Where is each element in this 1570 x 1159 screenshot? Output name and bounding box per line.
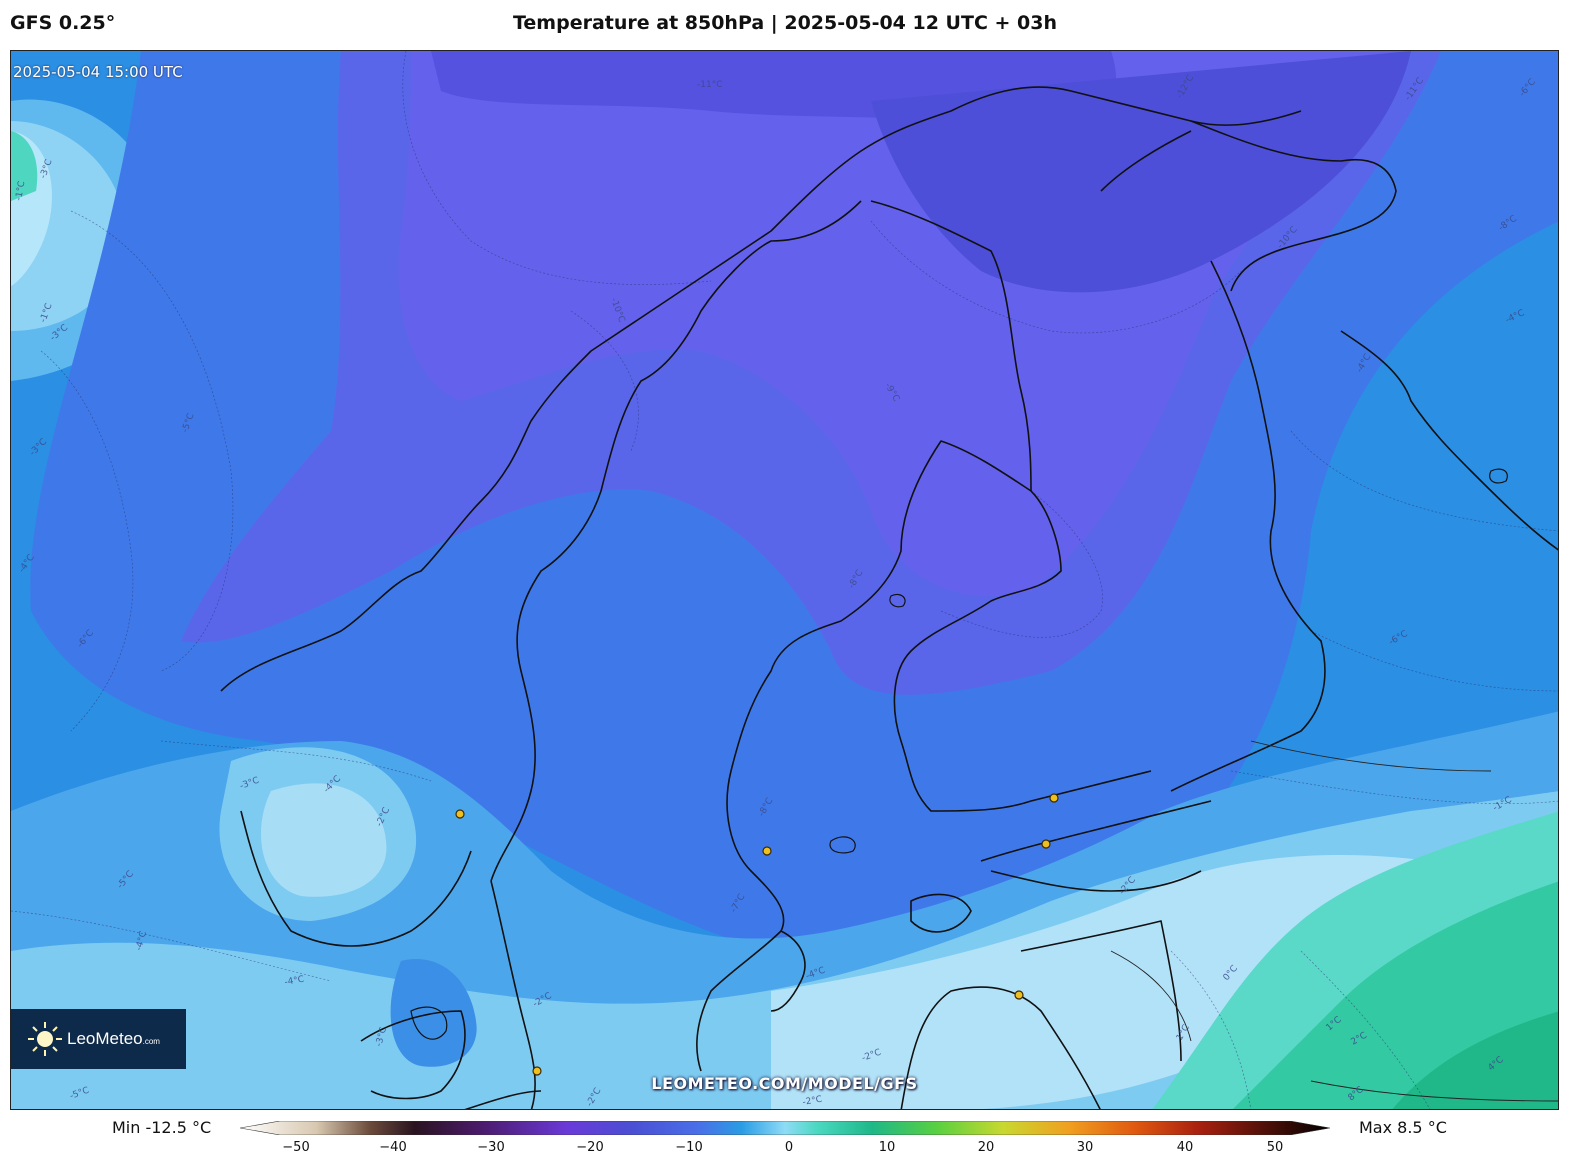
colorbar-gradient (240, 1121, 1330, 1135)
lakes (410, 468, 1508, 1040)
colorbar-tick: 50 (1266, 1140, 1284, 1155)
model-label: GFS 0.25° (10, 12, 116, 34)
isotherms (11, 51, 1558, 1109)
field-norway-warmer (261, 783, 387, 897)
field-deep-violet-east (871, 51, 1411, 293)
valid-time: 2025-05-04 15:00 UTC (13, 63, 183, 81)
field-green-deep (1392, 1011, 1558, 1109)
contour-label: -4°C (284, 975, 305, 988)
logo-name: LeoMeteo (67, 1029, 143, 1048)
city-marker (455, 809, 465, 819)
field-west-teal (11, 131, 38, 201)
weather-map[interactable]: -11°C -12°C -11°C -6°C -10°C -8°C -4°C -… (10, 50, 1559, 1110)
city-marker (762, 846, 772, 856)
colorbar-max-label: Max 8.5 °C (1359, 1118, 1447, 1137)
contour-label: -4°C (134, 930, 149, 952)
colorbar-tick: −20 (576, 1140, 604, 1155)
watermark[interactable]: LEOMETEO.COM/MODEL/GFS (651, 1074, 918, 1093)
city-markers (455, 793, 1059, 1076)
colorbar-tick: 10 (878, 1140, 896, 1155)
city-marker (1041, 839, 1051, 849)
temperature-field: -11°C -12°C -11°C -6°C -10°C -8°C -4°C -… (11, 51, 1558, 1109)
colorbar-tick: 30 (1076, 1140, 1094, 1155)
colorbar-tick: 0 (784, 1140, 794, 1155)
field-baltic-pale (771, 855, 1431, 1109)
chart-title: Temperature at 850hPa | 2025-05-04 12 UT… (512, 12, 1058, 34)
colorbar-tick: −30 (477, 1140, 505, 1155)
city-marker (532, 1066, 542, 1076)
contour-label: -2°C (802, 1095, 823, 1108)
borders (1110, 740, 1558, 1102)
colorbar-ticks: −50 −40 −30 −20 −10 0 10 20 30 40 50 (0, 1140, 1570, 1158)
colorbar-tick: −10 (675, 1140, 703, 1155)
coastlines (220, 86, 1558, 1109)
colorbar-tick: 20 (977, 1140, 995, 1155)
colorbar-min-label: Min -12.5 °C (112, 1118, 212, 1137)
sun-icon (27, 1021, 63, 1057)
contour-label: -3°C (374, 1026, 389, 1048)
logo-suffix: .com (142, 1037, 160, 1046)
colorbar-tick: 40 (1176, 1140, 1194, 1155)
contour-label: -1°C (14, 180, 27, 201)
contour-label: -11°C (697, 80, 722, 90)
colorbar: Min -12.5 °C (0, 1112, 1570, 1159)
logo[interactable]: LeoMeteo.com (11, 1009, 186, 1069)
colorbar-tick: −50 (282, 1140, 310, 1155)
colorbar-tick: −40 (379, 1140, 407, 1155)
logo-text: LeoMeteo.com (67, 1029, 160, 1049)
city-marker (1014, 990, 1024, 1000)
city-marker (1049, 793, 1059, 803)
